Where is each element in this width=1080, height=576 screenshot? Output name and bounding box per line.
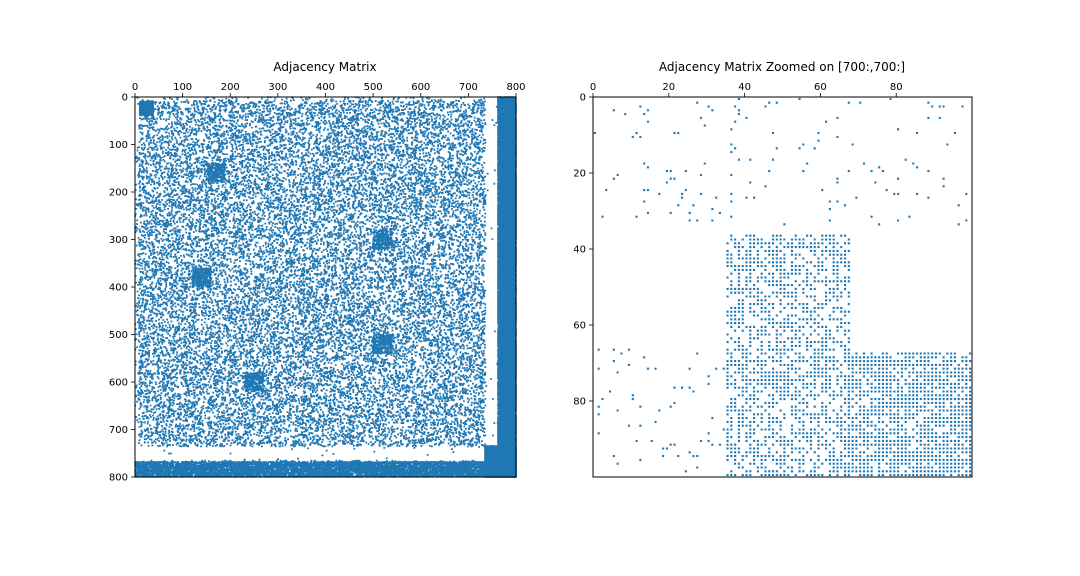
y-tick-label: 0	[580, 93, 586, 104]
y-tick-label: 800	[109, 473, 128, 484]
x-tick-label: 700	[459, 82, 478, 93]
y-tick-label: 80	[573, 397, 586, 408]
full-matrix-frame	[134, 96, 517, 478]
zoomed-matrix-title: Adjacency Matrix Zoomed on [700:,700:]	[659, 60, 905, 74]
full-matrix-markers	[134, 96, 517, 478]
zoomed-matrix-panel: Adjacency Matrix Zoomed on [700:,700:] 0…	[573, 60, 973, 478]
y-tick-label: 20	[573, 169, 586, 180]
y-tick-label: 300	[109, 235, 128, 246]
zoomed-matrix-plot-area	[593, 97, 972, 477]
x-tick-label: 400	[316, 82, 335, 93]
full-matrix-title: Adjacency Matrix	[273, 60, 376, 74]
x-tick-label: 60	[814, 82, 827, 93]
x-tick-label: 0	[132, 82, 138, 93]
x-tick-label: 40	[738, 82, 751, 93]
x-tick-label: 500	[364, 82, 383, 93]
x-tick-label: 80	[890, 82, 903, 93]
full-matrix-panel: Adjacency Matrix 0 100 200 300 400 500 600 700 8…	[109, 60, 526, 484]
x-tick-label: 0	[590, 82, 596, 93]
y-tick-label: 500	[109, 330, 128, 341]
y-tick-label: 400	[109, 283, 128, 294]
y-tick-label: 100	[109, 140, 128, 151]
zoomed-matrix-x-ticks: 0 20 40 60 80	[590, 82, 903, 97]
full-matrix-y-ticks: 0 100 200 300 400 500 600 700 800	[109, 93, 135, 484]
y-tick-label: 700	[109, 425, 128, 436]
x-tick-label: 200	[221, 82, 240, 93]
y-tick-label: 200	[109, 188, 128, 199]
zoomed-matrix-y-ticks: 0 20 40 60 80	[573, 93, 593, 408]
x-tick-label: 300	[268, 82, 287, 93]
x-tick-label: 100	[173, 82, 192, 93]
y-tick-label: 0	[122, 93, 128, 104]
y-tick-label: 60	[573, 321, 586, 332]
full-matrix-x-ticks: 0 100 200 300 400 500 600 700 800	[132, 82, 526, 97]
x-tick-label: 800	[506, 82, 525, 93]
x-tick-label: 20	[662, 82, 675, 93]
y-tick-label: 600	[109, 378, 128, 389]
full-matrix-points	[134, 96, 517, 478]
x-tick-label: 600	[411, 82, 430, 93]
zoomed-matrix-frame	[592, 96, 973, 478]
y-tick-label: 40	[573, 245, 586, 256]
